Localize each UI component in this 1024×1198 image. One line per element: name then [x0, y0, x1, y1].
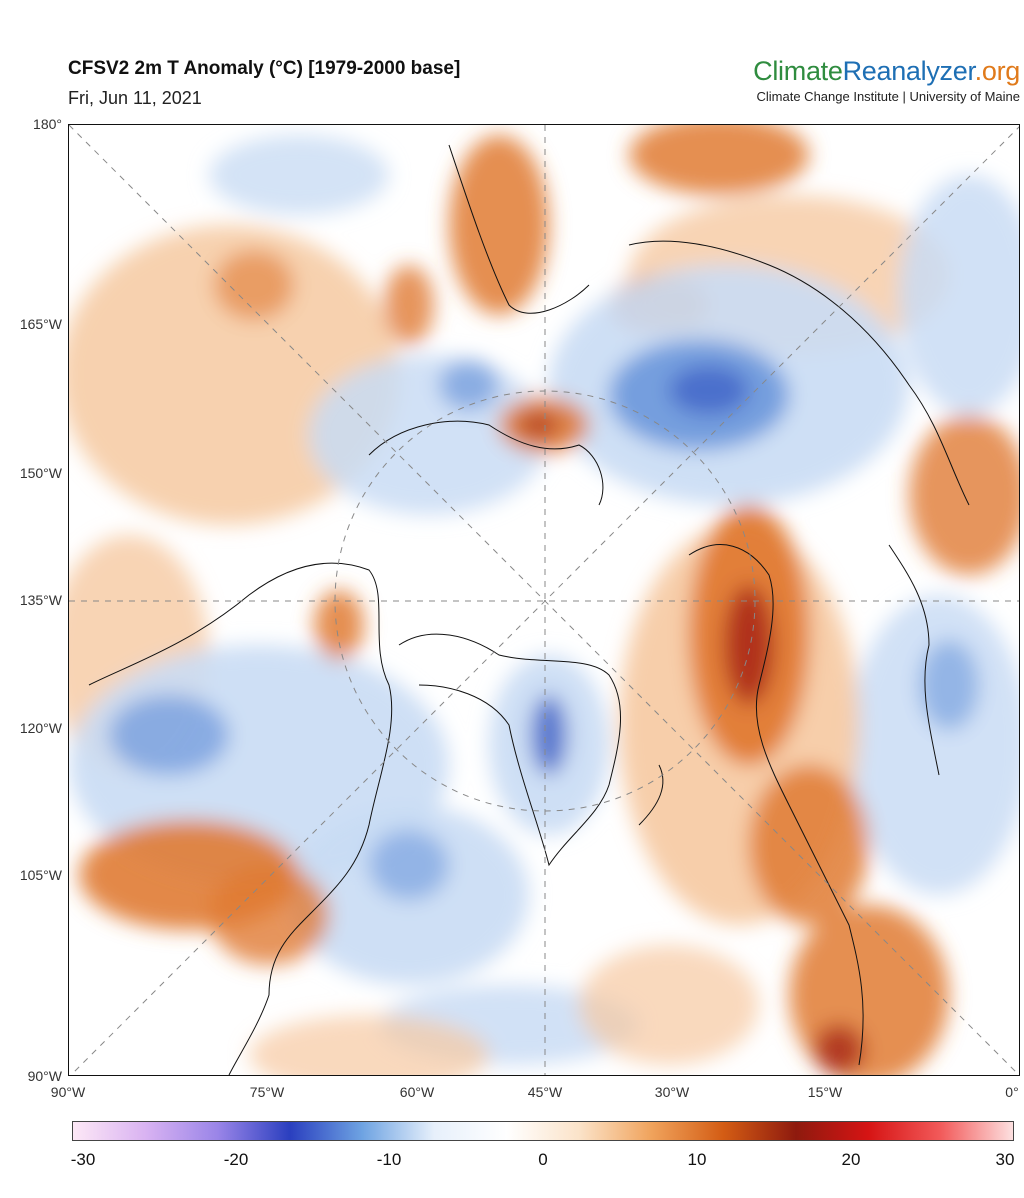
anomaly-region	[899, 175, 1019, 415]
colorbar-label: -10	[376, 1150, 402, 1169]
anomaly-region	[214, 250, 294, 320]
chart-title: CFSV2 2m T Anomaly (°C) [1979-2000 base]	[68, 58, 461, 79]
anomaly-region	[249, 1015, 489, 1075]
anomaly-region	[384, 265, 434, 345]
brand-block: ClimateReanalyzer.org Climate Change Ins…	[753, 56, 1020, 104]
axis-label-bottom: 0°	[1005, 1084, 1019, 1100]
colorbar	[72, 1121, 1014, 1141]
coastline	[398, 633, 621, 867]
brand-subtitle: Climate Change Institute | University of…	[756, 89, 1021, 104]
colorbar-label: 30	[995, 1150, 1015, 1169]
coastline	[448, 144, 590, 314]
graticule-line	[70, 126, 1019, 1075]
coastline	[628, 240, 970, 506]
axis-label-bottom: 60°W	[399, 1084, 435, 1100]
colorbar-label: -30	[70, 1150, 96, 1169]
colorbar-label: -20	[223, 1150, 249, 1169]
axis-label-bottom: 75°W	[249, 1084, 285, 1100]
graticule-circle	[334, 390, 756, 812]
anomaly-region	[579, 945, 759, 1065]
anomaly-region	[724, 585, 774, 705]
axis-label-left: 180°	[33, 116, 62, 132]
anomaly-region	[209, 865, 329, 965]
anomaly-region	[814, 1025, 864, 1075]
axis-label-bottom: 90°W	[50, 1084, 86, 1100]
anomaly-region	[849, 595, 1019, 895]
coastline	[638, 764, 664, 826]
colorbar-label: 10	[687, 1150, 707, 1169]
brand-logo-part2: Reanalyzer	[842, 56, 975, 86]
anomaly-region	[519, 413, 559, 437]
anomaly-region	[109, 695, 229, 775]
anomaly-map[interactable]	[68, 124, 1020, 1076]
coastline	[88, 562, 393, 1075]
anomaly-region	[209, 135, 389, 215]
brand-logo-part1: Climate	[753, 56, 843, 86]
brand-logo-part3: .org	[974, 56, 1021, 86]
coastline	[368, 420, 604, 506]
anomaly-region	[439, 360, 499, 410]
date-label: Fri, Jun 11, 2021	[68, 88, 202, 108]
axis-label-bottom: 45°W	[527, 1084, 563, 1100]
axis-label-left: 150°W	[19, 465, 62, 481]
axis-label-bottom: 15°W	[807, 1084, 843, 1100]
anomaly-region	[531, 695, 567, 775]
map-canvas	[69, 125, 1019, 1075]
axis-label-left: 165°W	[19, 316, 62, 332]
coastline	[688, 544, 864, 1066]
anomaly-region	[919, 640, 979, 730]
colorbar-label: 0	[538, 1150, 548, 1169]
coastline	[888, 544, 940, 776]
anomaly-region	[629, 125, 809, 195]
anomaly-region	[314, 590, 364, 660]
axis-label-left: 90°W	[27, 1068, 62, 1084]
anomaly-region	[789, 905, 949, 1075]
colorbar-label: 20	[841, 1150, 861, 1169]
axis-label-left: 105°W	[19, 867, 62, 883]
anomaly-region	[669, 365, 749, 415]
graticule	[69, 125, 1019, 1075]
anomaly-region	[449, 135, 549, 315]
axis-label-left: 120°W	[19, 720, 62, 736]
brand-logo[interactable]: ClimateReanalyzer.org	[753, 56, 1020, 87]
axis-label-bottom: 30°W	[654, 1084, 690, 1100]
anomaly-region	[369, 830, 449, 900]
axis-label-left: 135°W	[19, 592, 62, 608]
